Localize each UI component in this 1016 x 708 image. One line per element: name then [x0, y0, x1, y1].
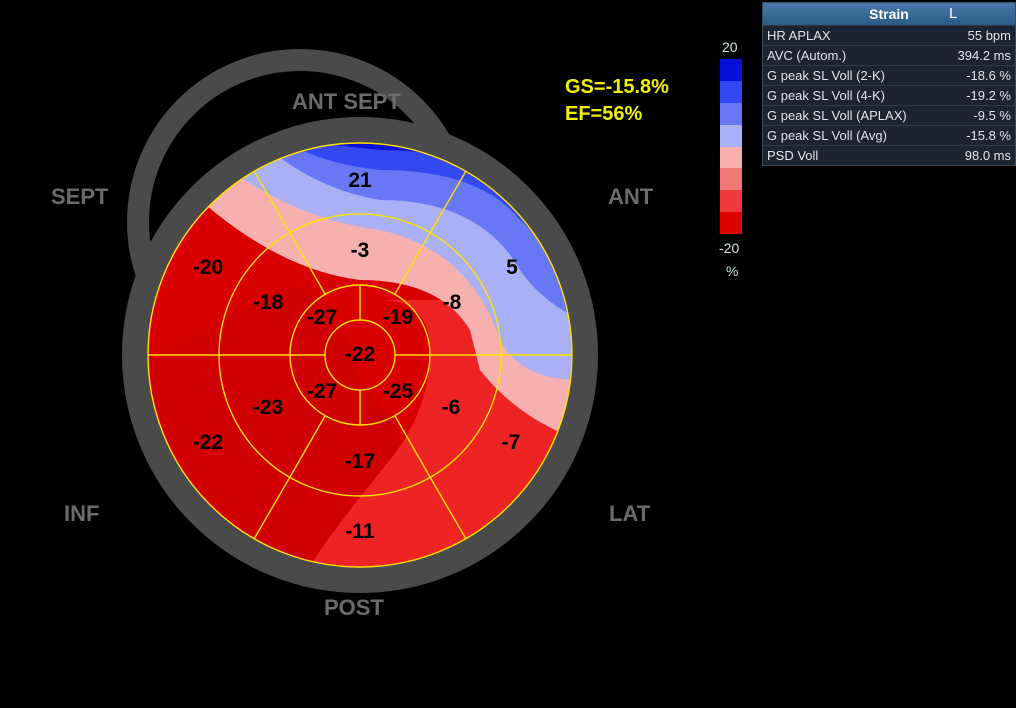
scale-step [720, 59, 742, 81]
segment-mid-ant-value: -3 [351, 239, 370, 262]
strain-results-panel: Strain L HR APLAX 55 bpm AVC (Autom.) 39… [762, 2, 1016, 166]
segment-apical-lower-right-value: -25 [383, 380, 414, 403]
result-value: 98.0 ms [964, 148, 1011, 163]
result-row: G peak SL Voll (4-K) -19.2 % [763, 85, 1015, 105]
result-label: G peak SL Voll (APLAX) [767, 108, 907, 123]
result-value: -15.8 % [966, 128, 1011, 143]
result-label: HR APLAX [767, 28, 831, 43]
segment-basal-post-value: -11 [345, 520, 375, 543]
segment-apical-upper-right-value: -19 [383, 306, 413, 329]
segment-basal-inf-value: -22 [193, 431, 223, 454]
segment-mid-lat-value: -6 [442, 396, 461, 419]
wall-label-ant: ANT [608, 184, 654, 209]
wall-label-sept: SEPT [51, 184, 109, 209]
scale-max-label: 20 [722, 39, 738, 55]
panel-header[interactable]: Strain L [763, 3, 1015, 25]
scale-unit-label: % [726, 263, 739, 279]
result-row: G peak SL Voll (Avg) -15.8 % [763, 125, 1015, 145]
segment-apex-value: -22 [345, 343, 375, 366]
wall-label-ant-sept: ANT SEPT [292, 89, 401, 114]
strain-color-scale [720, 59, 742, 234]
result-value: -18.6 % [966, 68, 1011, 83]
result-label: PSD Voll [767, 148, 819, 163]
result-row: G peak SL Voll (2-K) -18.6 % [763, 65, 1015, 85]
segment-grid [147, 142, 573, 568]
panel-title: Strain [869, 6, 909, 22]
result-row: PSD Voll 98.0 ms [763, 145, 1015, 165]
segment-apical-lower-left-value: -27 [307, 380, 337, 403]
result-label: AVC (Autom.) [767, 48, 847, 63]
result-value: 394.2 ms [957, 48, 1011, 63]
scale-step [720, 190, 742, 213]
wall-label-post: POST [324, 595, 384, 620]
scale-step [720, 146, 742, 169]
wall-label-lat: LAT [609, 501, 651, 526]
scale-step [720, 102, 742, 125]
segment-mid-post-value: -17 [345, 450, 375, 473]
segment-basal-antlat-value: 5 [506, 256, 518, 279]
scale-step [720, 80, 742, 103]
segment-basal-lat-value: -7 [502, 431, 521, 454]
segment-basal-ant-value: 21 [348, 169, 372, 192]
result-row: AVC (Autom.) 394.2 ms [763, 45, 1015, 65]
ejection-fraction-value: EF=56% [565, 103, 643, 125]
segment-basal-sept-value: -20 [193, 256, 223, 279]
scale-step [720, 124, 742, 147]
panel-title-mark: L [949, 5, 958, 22]
scale-min-label: -20 [719, 240, 740, 256]
result-row: HR APLAX 55 bpm [763, 25, 1015, 45]
outer-ring [122, 117, 598, 593]
segment-apical-upper-left-value: -27 [307, 306, 337, 329]
result-label: G peak SL Voll (2-K) [767, 68, 886, 83]
result-label: G peak SL Voll (4-K) [767, 88, 886, 103]
segment-mid-antlat-value: -8 [443, 291, 462, 314]
segment-mid-sept-value: -18 [253, 291, 284, 314]
wall-label-inf: INF [64, 501, 100, 526]
scale-step [720, 168, 742, 191]
result-label: G peak SL Voll (Avg) [767, 128, 887, 143]
segment-values: 21 5 -7 -11 -22 -20 -3 -8 -6 -17 -23 -18… [193, 169, 521, 543]
result-value: -9.5 % [973, 108, 1011, 123]
segment-mid-inf-value: -23 [253, 396, 283, 419]
scale-step [720, 212, 742, 234]
result-value: -19.2 % [966, 88, 1011, 103]
global-strain-value: GS=-15.8% [565, 76, 669, 98]
result-row: G peak SL Voll (APLAX) -9.5 % [763, 105, 1015, 125]
result-value: 55 bpm [967, 28, 1011, 43]
